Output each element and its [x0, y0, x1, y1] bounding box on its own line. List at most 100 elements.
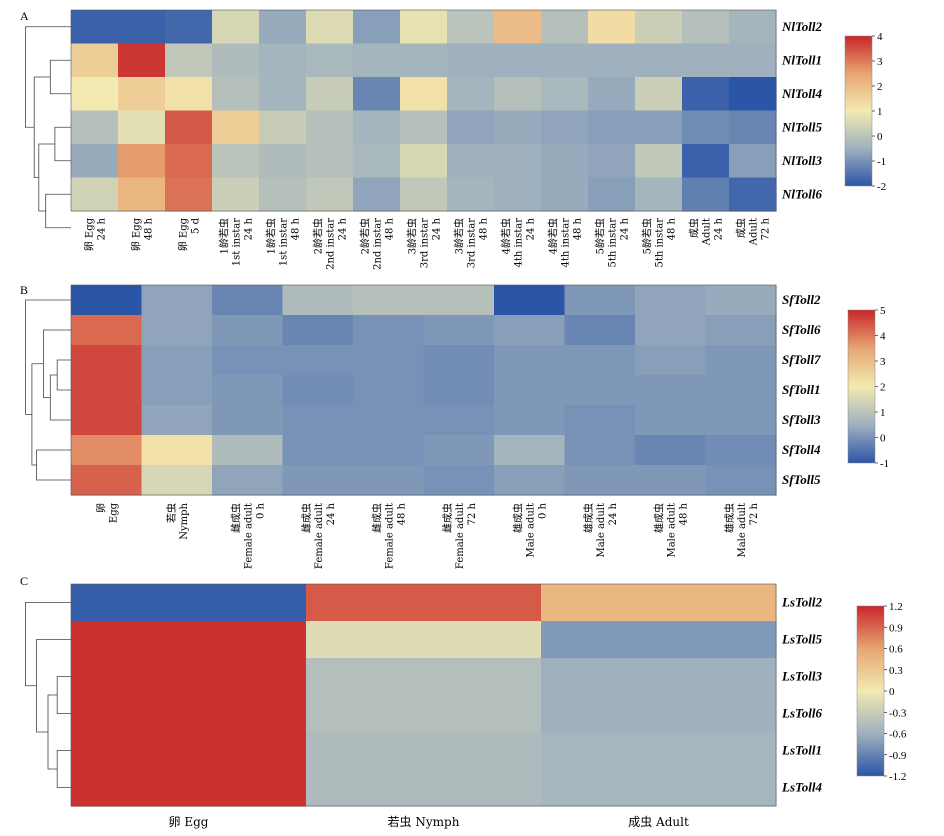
- column-label: 24 h: [714, 217, 725, 240]
- heatmap-cell: [353, 375, 425, 406]
- heatmap-cell: [423, 315, 495, 346]
- heatmap-cell: [447, 110, 495, 145]
- dendrogram-branch: [33, 76, 51, 178]
- colorbar-tick-label: 1: [880, 407, 886, 419]
- heatmap-cell: [306, 732, 542, 770]
- heatmap-cell: [541, 144, 589, 179]
- heatmap-cell: [564, 435, 636, 466]
- heatmap-cell: [635, 77, 683, 112]
- heatmap-cell: [165, 177, 213, 212]
- heatmap-cell: [729, 43, 777, 78]
- heatmap-cell: [682, 77, 730, 112]
- heatmap-cell: [635, 405, 707, 436]
- dendrogram-branch: [38, 143, 55, 212]
- row-label: SfToll2: [782, 292, 821, 307]
- heatmap-cell: [423, 345, 495, 376]
- heatmap-panel-A: A NlToll2 NlToll1 NlToll4 NlToll5 NlToll3 NlTo…: [20, 9, 886, 270]
- heatmap-cell: [400, 110, 448, 145]
- heatmap-cell: [447, 10, 495, 45]
- heatmap-cell: [400, 43, 448, 78]
- row-label: NlToll2: [781, 19, 822, 34]
- heatmap-cell: [705, 435, 777, 466]
- row-label: NlToll1: [781, 52, 822, 67]
- heatmap-cell: [682, 110, 730, 145]
- heatmap-cell: [118, 177, 166, 212]
- heatmap-cell: [541, 43, 589, 78]
- colorbar-tick-label: -2: [877, 181, 886, 193]
- row-label: LsToll2: [781, 595, 822, 610]
- column-label: 雌成虫: [300, 503, 313, 533]
- heatmap-cell: [541, 695, 777, 733]
- colorbar-tick-label: 3: [880, 356, 886, 368]
- heatmap-cell: [71, 769, 307, 807]
- column-label: 48 h: [144, 217, 155, 240]
- heatmap-cell: [635, 43, 683, 78]
- colorbar: [847, 309, 876, 464]
- heatmap-border: [70, 9, 777, 212]
- heatmap-cell: [71, 465, 143, 496]
- panel-letter: C: [20, 574, 28, 588]
- colorbar-tick-label: 2: [877, 81, 883, 93]
- heatmap-cell: [494, 43, 542, 78]
- row-label: SfToll5: [782, 472, 821, 487]
- heatmap-cell: [353, 10, 401, 45]
- heatmap-cell: [306, 621, 542, 659]
- heatmap-cell: [494, 435, 566, 466]
- row-label: NlToll4: [781, 86, 822, 101]
- heatmap-cell: [259, 177, 307, 212]
- heatmap-cell: [400, 177, 448, 212]
- heatmap-cell: [635, 110, 683, 145]
- heatmap-cell: [729, 144, 777, 179]
- column-label: Female adult: [243, 503, 254, 569]
- heatmap-cell: [400, 144, 448, 179]
- heatmap-cell: [165, 110, 213, 145]
- colorbar-tick-label: -1.2: [889, 771, 906, 783]
- heatmap-cell: [635, 315, 707, 346]
- heatmap-cell: [423, 405, 495, 436]
- heatmap-cell: [165, 144, 213, 179]
- heatmap-cell: [306, 144, 354, 179]
- column-label: 24 h: [338, 217, 349, 240]
- heatmap-cell: [588, 110, 636, 145]
- heatmap-cell: [705, 345, 777, 376]
- heatmap-cell: [118, 144, 166, 179]
- colorbar-tick-label: -1: [877, 156, 886, 168]
- heatmap-cell: [353, 43, 401, 78]
- heatmap-cell: [682, 10, 730, 45]
- heatmap-cell: [306, 769, 542, 807]
- heatmap-cell: [447, 77, 495, 112]
- heatmap-cell: [71, 695, 307, 733]
- heatmap-cell: [165, 77, 213, 112]
- heatmap-cell: [71, 144, 119, 179]
- column-label: 1st instar: [279, 218, 290, 266]
- heatmap-cell: [588, 10, 636, 45]
- heatmap-cell: [447, 144, 495, 179]
- colorbar-tick-label: -0.9: [889, 750, 907, 762]
- heatmap-cell: [212, 285, 284, 316]
- heatmap-cell: [212, 10, 260, 45]
- column-label: 1龄若虫: [218, 218, 231, 254]
- heatmap-cell: [71, 110, 119, 145]
- heatmap-cell: [635, 375, 707, 406]
- heatmap-cell: [118, 77, 166, 112]
- dendrogram-branch: [47, 694, 58, 770]
- heatmap-cell: [423, 435, 495, 466]
- column-label: 48 h: [396, 502, 407, 525]
- heatmap-cell: [141, 375, 213, 406]
- colorbar-tick-label: 4: [880, 331, 886, 343]
- column-label: 48 h: [479, 217, 490, 240]
- column-label: 3龄若虫: [453, 218, 466, 254]
- column-label: Nymph: [179, 502, 190, 539]
- heatmap-cell: [494, 77, 542, 112]
- column-label: 48 h: [573, 217, 584, 240]
- dendrogram-branch: [36, 449, 71, 481]
- heatmap-cell: [71, 10, 119, 45]
- column-label: 48 h: [678, 502, 689, 525]
- colorbar-tick-label: -0.6: [889, 729, 907, 741]
- heatmap-cell: [353, 465, 425, 496]
- heatmap-cell: [353, 345, 425, 376]
- heatmap-cell: [494, 375, 566, 406]
- heatmap-cell: [494, 10, 542, 45]
- column-label: 卵 Egg: [84, 217, 96, 251]
